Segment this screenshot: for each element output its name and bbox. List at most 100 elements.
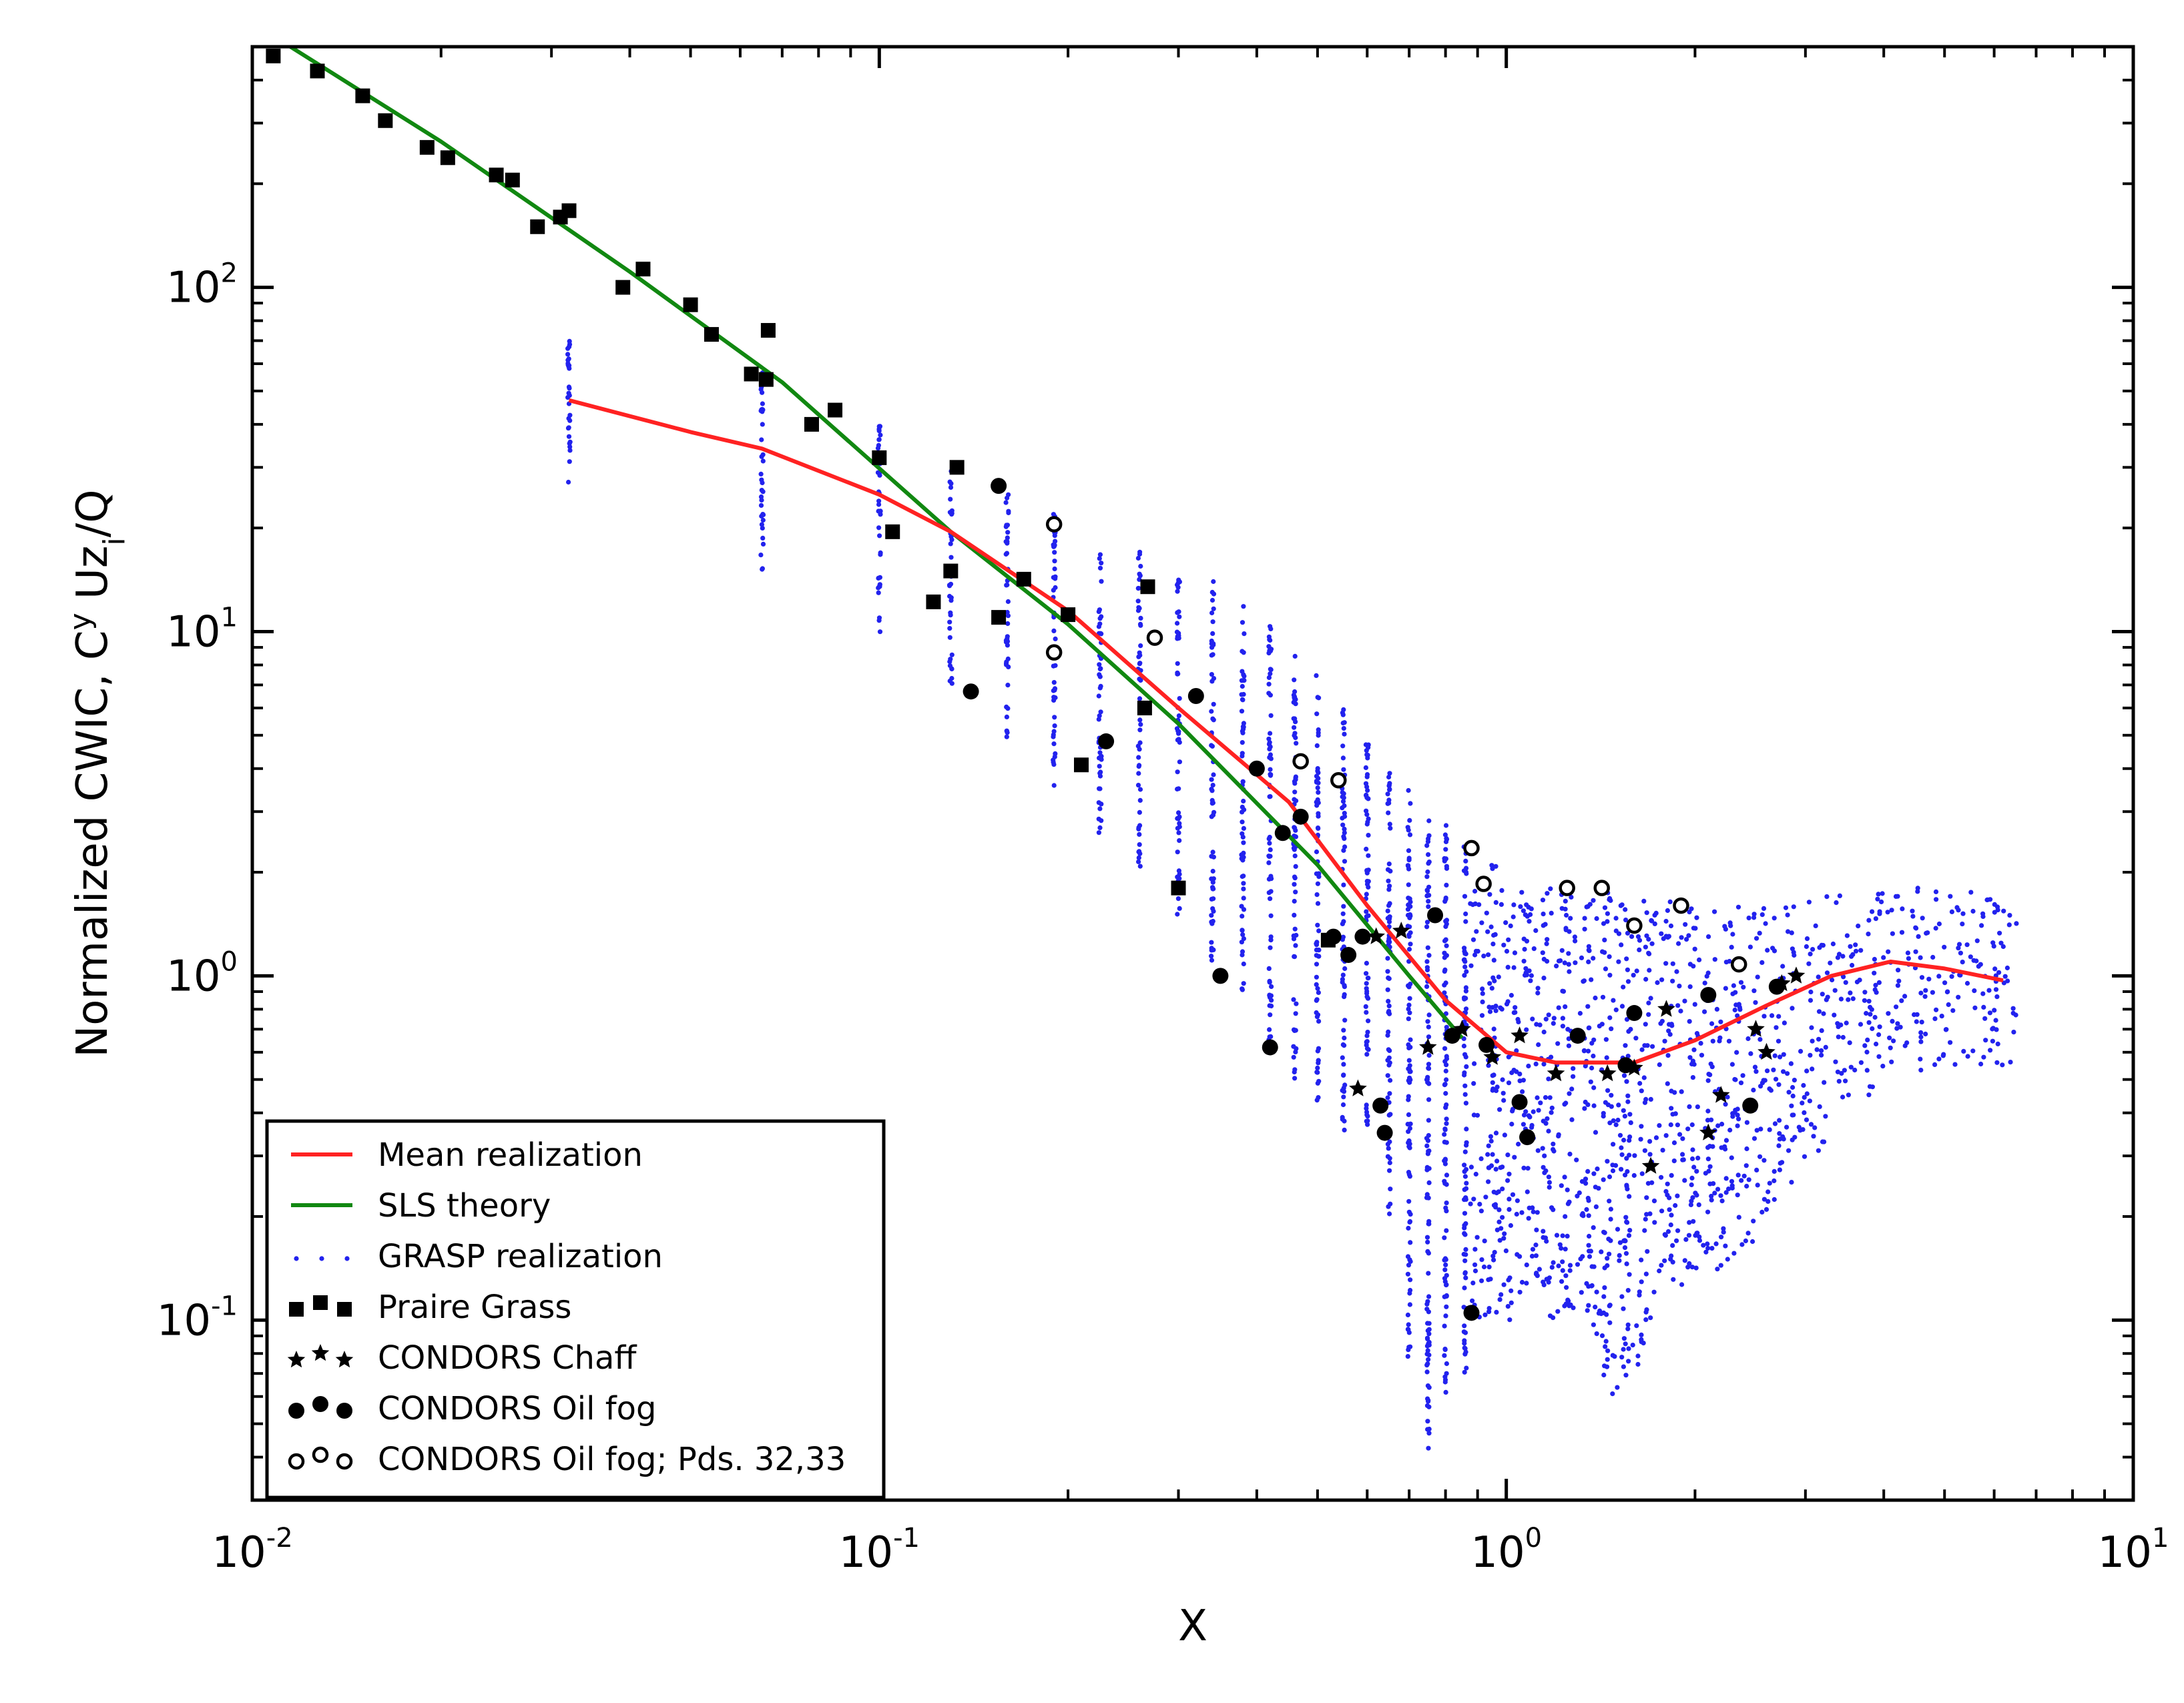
grasp-dot <box>1523 970 1529 976</box>
grasp-dot <box>1463 858 1468 864</box>
grasp-dot <box>567 448 573 453</box>
grasp-dot <box>1443 1205 1448 1211</box>
grasp-dot <box>1868 1012 1873 1017</box>
grasp-dot <box>1500 1186 1505 1192</box>
grasp-dot <box>1135 599 1141 604</box>
grasp-dot <box>1314 997 1320 1002</box>
grasp-dot <box>1735 1106 1740 1112</box>
grasp-dot <box>1673 1203 1678 1209</box>
grasp-dot <box>1657 1062 1662 1068</box>
grasp-dot <box>1835 955 1840 960</box>
grasp-dot <box>1509 1121 1515 1127</box>
grasp-dot <box>1693 926 1698 931</box>
grasp-dot <box>1958 950 1963 956</box>
grasp-dot <box>1406 1097 1411 1102</box>
grasp-dot <box>1972 1005 1978 1010</box>
grasp-dot <box>1615 1227 1621 1232</box>
grasp-dot <box>1340 1102 1346 1108</box>
grasp-dot <box>1607 897 1612 902</box>
grasp-dot <box>1671 1158 1677 1164</box>
grasp-dot <box>1807 1098 1812 1104</box>
grasp-dot <box>1342 731 1347 737</box>
grasp-dot <box>1644 1212 1649 1217</box>
grasp-dot <box>1988 1048 1993 1053</box>
grasp-dot <box>1406 1058 1412 1063</box>
grasp-dot <box>1680 1157 1685 1162</box>
grasp-dot <box>1518 904 1523 910</box>
grasp-dot <box>1468 1164 1474 1170</box>
grasp-dot <box>1365 996 1371 1001</box>
legend-marker-swatch <box>312 1396 328 1412</box>
grasp-dot <box>1314 1098 1320 1103</box>
grasp-dot <box>1660 1148 1665 1153</box>
grasp-dot <box>1808 989 1814 995</box>
grasp-dot <box>1667 899 1673 904</box>
grasp-dot <box>1549 910 1554 916</box>
grasp-dot <box>1209 946 1214 951</box>
grasp-dot <box>1240 669 1245 674</box>
grasp-dot <box>876 615 882 621</box>
grasp-dot <box>1625 1288 1631 1293</box>
grasp-dot <box>1507 1275 1513 1281</box>
grasp-dot <box>1837 893 1842 898</box>
grasp-dot <box>1137 717 1143 723</box>
grasp-dot <box>1463 1221 1468 1227</box>
grasp-dot <box>1822 1080 1827 1085</box>
grasp-dot <box>947 635 952 640</box>
grasp-dot <box>1562 960 1567 966</box>
grasp-dot <box>1527 919 1532 924</box>
grasp-dot <box>1704 974 1709 979</box>
grasp-dot <box>1496 1207 1502 1213</box>
grasp-dot <box>1316 871 1322 876</box>
grasp-dot <box>2008 1060 2013 1065</box>
grasp-dot <box>1096 717 1101 722</box>
grasp-dot <box>1607 1120 1613 1126</box>
grasp-dot <box>1386 936 1392 941</box>
grasp-dot <box>1645 1043 1650 1048</box>
grasp-dot <box>1895 1021 1900 1026</box>
grasp-dot <box>1745 1231 1751 1236</box>
grasp-dot <box>1769 1013 1775 1018</box>
grasp-dot <box>759 488 764 493</box>
grasp-dot <box>1505 1178 1511 1183</box>
grasp-dot <box>1490 1152 1495 1157</box>
grasp-dot <box>565 395 571 400</box>
grasp-dot <box>1639 1088 1644 1094</box>
grasp-dot <box>1960 960 1965 965</box>
grasp-dot <box>1840 1034 1846 1040</box>
legend-entry: CONDORS Oil fog <box>288 1390 656 1427</box>
grasp-dot <box>1240 819 1245 825</box>
grasp-dot <box>1663 961 1669 966</box>
grasp-dot <box>1545 1116 1550 1121</box>
grasp-dot <box>1176 635 1181 641</box>
grasp-dot <box>1605 911 1610 916</box>
grasp-dot <box>1463 911 1468 917</box>
grasp-dot <box>1918 955 1923 960</box>
grasp-dot <box>1342 836 1347 841</box>
grasp-dot <box>1801 1082 1806 1088</box>
grasp-dot <box>1517 1078 1523 1084</box>
grasp-dot <box>1616 931 1622 936</box>
grasp-dot <box>1612 1354 1617 1359</box>
grasp-dot <box>1462 1162 1467 1168</box>
grasp-dot <box>1481 1264 1487 1270</box>
grasp-dot <box>1808 1122 1814 1127</box>
grasp-dot <box>1848 944 1853 949</box>
grasp-dot <box>1659 977 1665 982</box>
grasp-dot <box>1387 940 1392 945</box>
grasp-dot <box>1739 1242 1745 1247</box>
grasp-dot <box>1425 1419 1430 1424</box>
grasp-dot <box>1341 707 1346 712</box>
grasp-dot <box>1210 886 1215 892</box>
grasp-dot <box>1407 1219 1412 1225</box>
condors-oil-fog-point <box>1444 1028 1460 1044</box>
grasp-dot <box>758 386 764 392</box>
grasp-dot <box>1386 1146 1391 1151</box>
grasp-dot <box>1591 898 1596 903</box>
grasp-dot <box>1003 500 1009 505</box>
grasp-dot <box>1753 1000 1758 1005</box>
condors-chaff-point <box>1757 1042 1776 1060</box>
grasp-dot <box>1623 1172 1628 1178</box>
grasp-dot <box>1425 1239 1430 1245</box>
grasp-dot <box>1241 961 1246 967</box>
